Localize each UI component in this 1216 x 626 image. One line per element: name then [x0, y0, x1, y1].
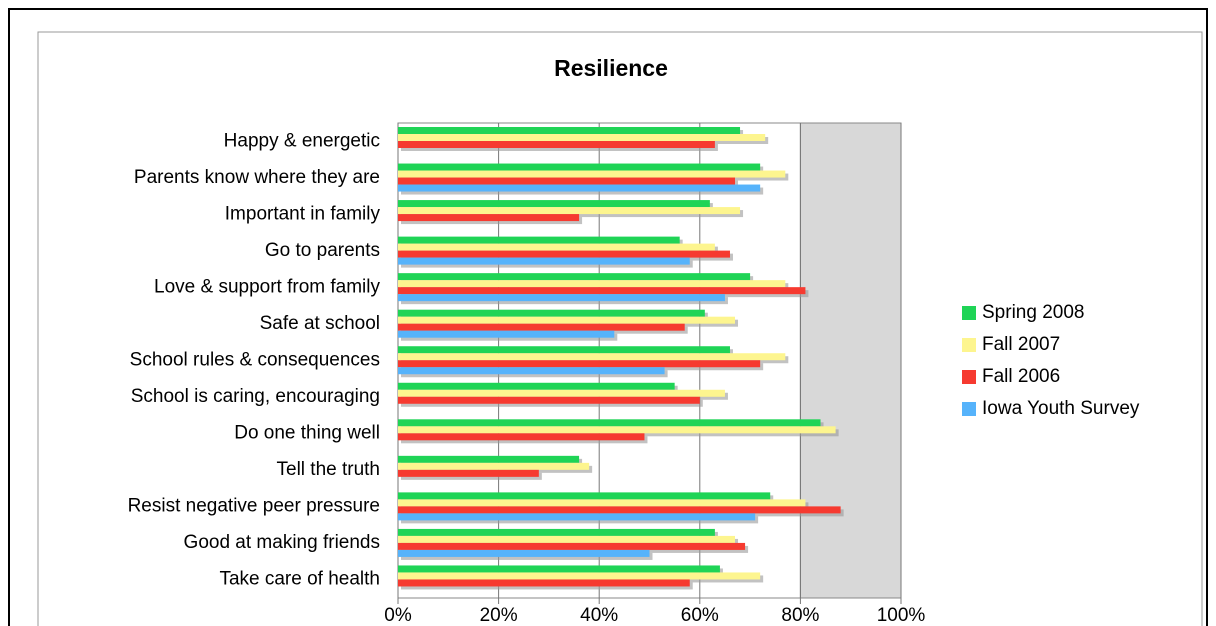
- bar: [398, 316, 736, 324]
- bar: [398, 572, 761, 580]
- bar: [398, 257, 690, 265]
- bar: [398, 207, 741, 215]
- bar: [398, 382, 675, 390]
- y-tick-label: Tell the truth: [277, 459, 381, 480]
- x-tick-label: 20%: [480, 605, 518, 626]
- bar: [398, 141, 715, 148]
- legend-swatch: [962, 402, 976, 416]
- bar: [398, 353, 786, 361]
- bar: [398, 134, 766, 141]
- bar: [398, 184, 761, 192]
- legend-swatch: [962, 338, 976, 352]
- x-tick-label: 80%: [781, 605, 819, 626]
- bar: [398, 323, 685, 331]
- y-tick-label: Love & support from family: [154, 276, 380, 297]
- bar: [398, 177, 736, 185]
- bar: [398, 462, 590, 470]
- bar: [398, 280, 786, 288]
- bar: [398, 419, 821, 427]
- bar: [398, 542, 746, 550]
- bar: [398, 243, 715, 251]
- x-tick-label: 0%: [384, 605, 412, 626]
- plot-shade: [799, 122, 902, 599]
- bar: [398, 273, 751, 281]
- y-tick-label: Parents know where they are: [134, 167, 380, 188]
- x-tick-label: 40%: [580, 605, 618, 626]
- bar: [398, 127, 741, 134]
- bar: [398, 360, 761, 368]
- y-tick-label: Safe at school: [260, 313, 380, 334]
- bar: [398, 170, 786, 178]
- x-tick-label: 100%: [877, 605, 926, 626]
- legend-label: Iowa Youth Survey: [982, 398, 1140, 419]
- bar: [398, 426, 836, 434]
- legend-label: Fall 2006: [982, 366, 1060, 387]
- bar: [398, 163, 761, 171]
- bar: [398, 330, 615, 338]
- bar: [398, 396, 700, 404]
- y-tick-label: Resist negative peer pressure: [128, 496, 380, 517]
- bar: [398, 250, 730, 258]
- bar: [398, 565, 720, 573]
- bar: [398, 214, 580, 222]
- bar: [398, 492, 771, 500]
- bar: [398, 433, 645, 441]
- bar: [398, 579, 690, 587]
- bar: [398, 513, 756, 521]
- bar: [398, 346, 730, 354]
- bar: [398, 528, 715, 536]
- y-tick-label: Happy & energetic: [224, 130, 380, 151]
- y-tick-label: Go to parents: [265, 240, 380, 261]
- legend-label: Spring 2008: [982, 302, 1084, 323]
- y-tick-label: Good at making friends: [184, 532, 380, 553]
- bar: [398, 287, 806, 295]
- bar: [398, 506, 841, 514]
- legend-swatch: [962, 306, 976, 320]
- bar: [398, 549, 650, 557]
- y-tick-label: School rules & consequences: [130, 350, 380, 371]
- y-tick-label: School is caring, encouraging: [131, 386, 380, 407]
- bar: [398, 499, 806, 507]
- bar: [398, 389, 725, 397]
- y-tick-label: Take care of health: [219, 569, 380, 590]
- bar: [398, 294, 725, 302]
- bar: [398, 455, 580, 463]
- bar: [398, 236, 680, 244]
- legend-swatch: [962, 370, 976, 384]
- bar: [398, 535, 736, 543]
- bar: [398, 309, 705, 317]
- bar: [398, 367, 665, 375]
- x-tick-label: 60%: [681, 605, 719, 626]
- y-tick-label: Important in family: [225, 203, 381, 224]
- legend-label: Fall 2007: [982, 334, 1060, 355]
- bar: [398, 200, 710, 208]
- chart-title: Resilience: [554, 55, 668, 81]
- bar: [398, 469, 539, 477]
- outer-frame: [8, 8, 1208, 626]
- y-tick-label: Do one thing well: [234, 423, 380, 444]
